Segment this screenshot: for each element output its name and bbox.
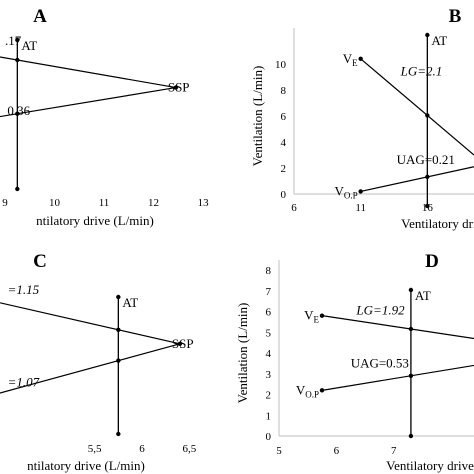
panel-b-y-tick-label: 10: [275, 59, 287, 71]
panel-b-x-axis-title: Ventilatory drive: [401, 216, 474, 231]
panel-c-at-line-bottom-point: [116, 431, 121, 437]
panel-d-x-axis-title: Ventilatory drive: [386, 458, 474, 473]
panel-d-y-axis-title: Ventilation (L/min): [235, 303, 250, 404]
panel-b-series-line: [360, 58, 474, 156]
panel-c-x-tick-label: 5,5: [88, 443, 102, 455]
panel-c-series-line: [0, 343, 181, 394]
panel-b-y-tick-label: 6: [281, 111, 287, 123]
panel-a-at-line-top-point: [15, 37, 20, 43]
panel-c-at-label: AT: [122, 295, 138, 310]
panel-b-at-label: AT: [431, 33, 447, 48]
panel-c: 5,5 6 6,5 ntilatory drive (L/min) AT SSP =1.15…: [0, 282, 197, 473]
panel-a-x-tick-label: 9: [2, 197, 8, 209]
panel-a-series-line: [0, 56, 176, 89]
panel-d-at-line-top-point: [408, 287, 414, 293]
panel-c-ssp-point: [177, 341, 183, 346]
panel-d-x-tick-label: 6: [334, 445, 340, 457]
panel-a-x-tick-label: 12: [148, 197, 159, 209]
panel-d-series-line: [321, 364, 474, 391]
panel-c-gain-annotation: =1.15: [8, 282, 40, 297]
panel-b-at-intersection-point: [425, 174, 430, 180]
panel-d-at-intersection-point: [408, 326, 414, 332]
panel-b-at-line-bottom-point: [425, 203, 430, 209]
panel-d-at-intersection-point: [408, 373, 414, 378]
panel-d-gain-annotation: UAG=0.53: [351, 356, 409, 371]
panel-b-x-tick-label: 6: [291, 202, 297, 214]
panel-b-y-tick-label: 2: [281, 163, 287, 175]
panel-a-x-tick-label: 13: [198, 197, 210, 209]
panel-a-at-label: AT: [21, 38, 37, 53]
panel-b-gain-annotation: UAG=0.21: [397, 152, 455, 167]
panel-d-at-line-bottom-point: [408, 433, 414, 439]
panel-d-y-tick-label: 2: [266, 390, 272, 402]
panel-b-point-label: VE: [343, 51, 358, 68]
panel-d-y-tick-label: 5: [266, 327, 272, 339]
panel-a: 9 10 11 12 13 ntilatory drive (L/min) AT SSP .17…: [0, 33, 209, 228]
panel-b-y-axis-title: Ventilation (L/min): [250, 66, 265, 167]
panel-a-gain-annotation: .17: [5, 33, 22, 48]
panel-b-y-tick-label: 4: [281, 137, 287, 149]
panel-c-gain-annotation: =1.07: [8, 374, 40, 389]
panel-d-series-start-point: [319, 388, 325, 393]
panel-c-at-intersection-point: [116, 327, 121, 332]
panel-d-x-tick-label: 5: [276, 445, 282, 457]
panel-c-at-intersection-point: [116, 358, 121, 363]
panel-b-y-tick-label: 8: [281, 85, 287, 97]
panel-d-point-label: VE: [304, 308, 319, 325]
panel-a-x-axis-title: ntilatory drive (L/min): [36, 213, 154, 228]
panel-letter-b: B: [449, 6, 462, 27]
panel-a-series-line: [0, 86, 176, 118]
panel-d-y-tick-label: 1: [266, 410, 272, 422]
panel-a-at-intersection-point: [15, 57, 20, 63]
panel-c-at-line-top-point: [116, 294, 121, 300]
panel-d-y-tick-label: 4: [266, 348, 272, 360]
panel-d-y-tick-label: 8: [266, 265, 272, 277]
panel-b-x-tick-label: 11: [355, 202, 366, 214]
panel-letter-c: C: [33, 251, 47, 272]
panel-b-at-line-top-point: [425, 32, 430, 38]
panel-d-at-label: AT: [415, 288, 431, 303]
panel-d-point-label: VO.P: [296, 382, 319, 399]
panel-a-x-tick-label: 10: [49, 197, 61, 209]
panel-c-x-tick-label: 6,5: [182, 443, 196, 455]
panel-c-x-axis-title: ntilatory drive (L/min): [27, 458, 145, 473]
panel-d-y-tick-label: 6: [266, 307, 272, 319]
panel-c-x-tick-label: 6: [139, 443, 145, 455]
panel-a-point-label: SSP: [168, 80, 190, 95]
panel-d-series-start-point: [319, 313, 325, 318]
panel-d-series-line: [321, 315, 474, 340]
panel-d-y-tick-label: 3: [266, 369, 272, 381]
panel-a-x-tick-label: 11: [99, 197, 110, 209]
panel-c-point-label: SSP: [172, 336, 194, 351]
panel-a-ssp-point: [173, 85, 179, 90]
panel-b-gain-annotation: LG=2.1: [400, 64, 443, 79]
panel-b-series-start-point: [358, 189, 363, 194]
panel-d-x-tick-label: 7: [391, 445, 397, 457]
panel-b-series-start-point: [358, 56, 363, 61]
panel-d-y-tick-label: 0: [266, 431, 272, 443]
panel-b-point-label: VO.P: [335, 183, 358, 200]
panel-c-series-line: [0, 302, 181, 345]
panel-a-gain-annotation: 0.36: [7, 103, 30, 118]
panel-d-y-tick-label: 7: [266, 286, 272, 298]
panel-letter-a: A: [33, 6, 47, 27]
panel-b-at-intersection-point: [425, 113, 430, 118]
panel-a-at-line-bottom-point: [15, 186, 20, 192]
panel-b-series-line: [360, 166, 474, 192]
panel-b-y-tick-label: 0: [281, 189, 287, 201]
panel-a-at-intersection-point: [15, 111, 20, 116]
panel-letter-d: D: [425, 251, 439, 272]
panel-d-gain-annotation: LG=1.92: [355, 303, 405, 318]
